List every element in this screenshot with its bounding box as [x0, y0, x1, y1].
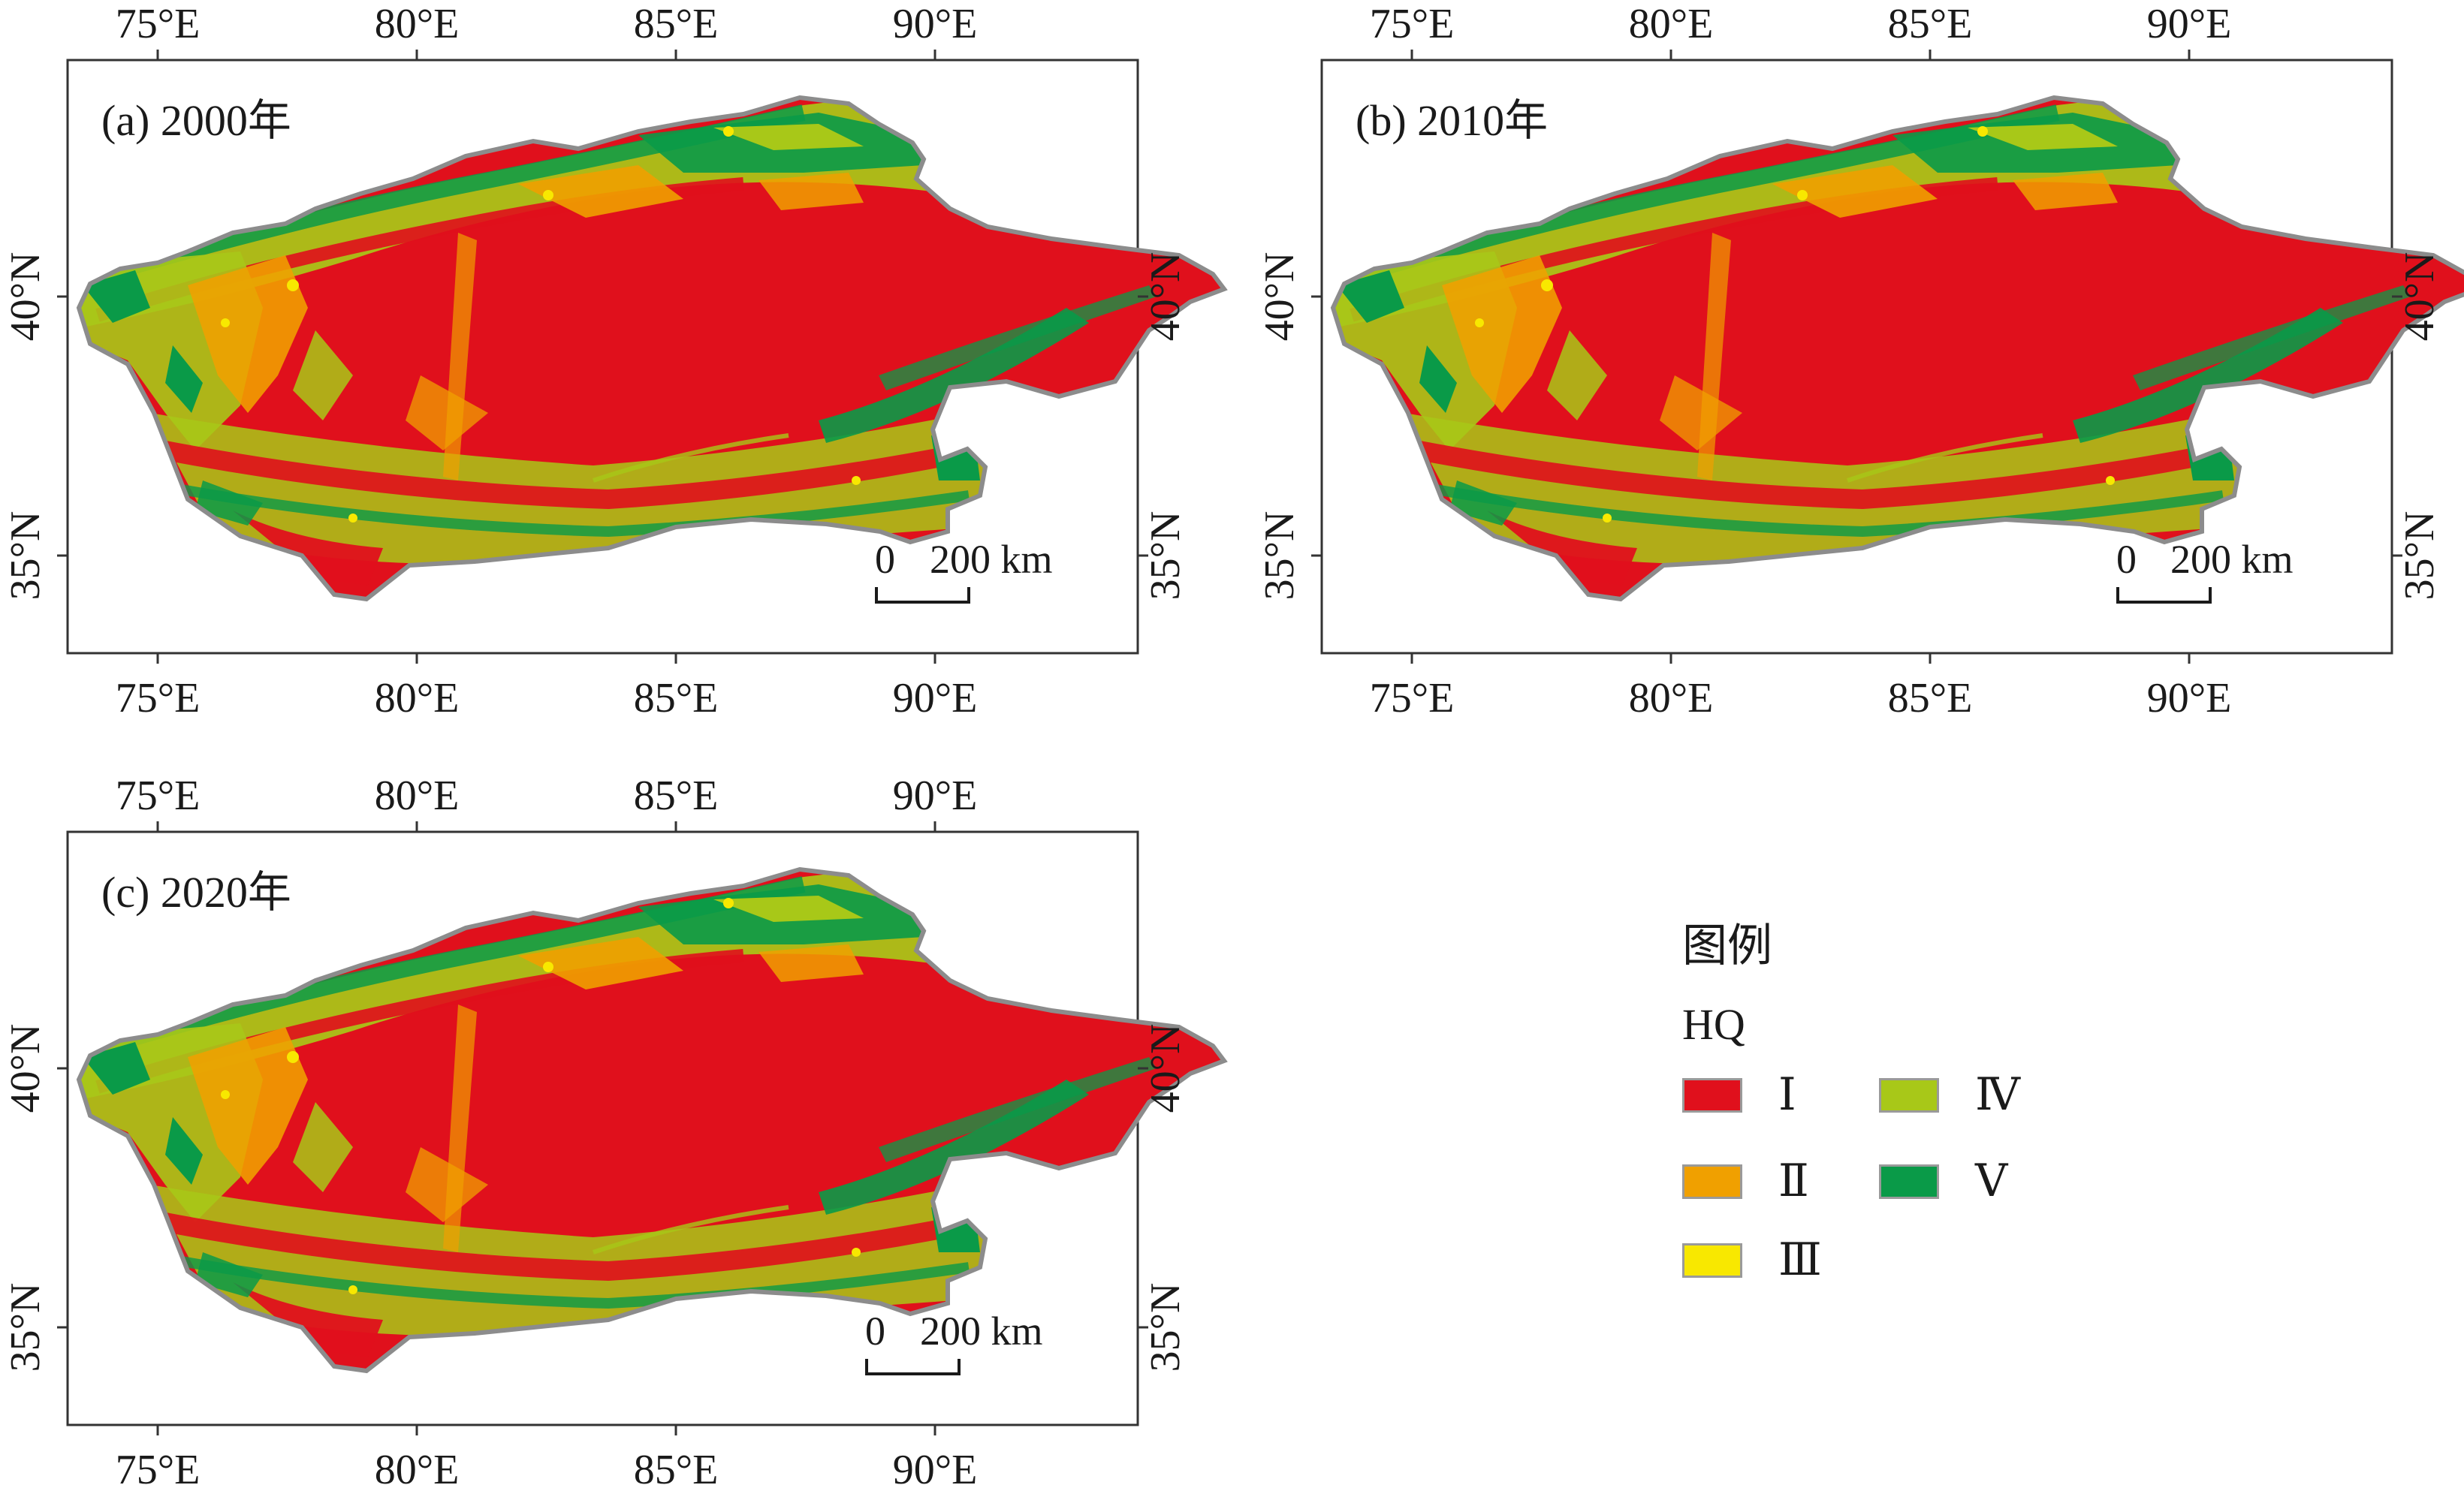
lon-label-bottom: 90°E	[893, 1447, 978, 1493]
lon-label-top: 80°E	[375, 773, 460, 819]
map-panel-c: (c) 2020年 0 200 km 75°E 80°E 85°E 90°E 7…	[2, 773, 1239, 1493]
legend-item-I: Ⅰ	[1682, 1070, 1862, 1119]
legend-swatch	[1682, 1078, 1742, 1113]
lon-label-bottom: 85°E	[1888, 675, 1973, 721]
lon-label-top: 90°E	[893, 1, 978, 47]
legend-subtitle: HQ	[1682, 1000, 1745, 1049]
lat-label-left: 40°N	[1256, 252, 1303, 342]
lon-label-top: 75°E	[116, 1, 201, 47]
lon-label-bottom: 85°E	[634, 675, 719, 721]
lat-label-right: 35°N	[1142, 1283, 1189, 1372]
lat-label-left: 35°N	[2, 1283, 49, 1372]
legend-title: 图例	[1682, 921, 1772, 971]
lat-label-left: 35°N	[1256, 511, 1303, 601]
scale-label: 200 km	[2170, 537, 2294, 582]
lon-ticks	[1311, 50, 2402, 664]
lon-ticks	[57, 821, 1148, 1435]
lon-label-bottom: 75°E	[116, 675, 201, 721]
lon-label-top: 85°E	[634, 1, 719, 47]
lat-label-right: 35°N	[2396, 511, 2443, 601]
lon-label-top: 75°E	[1370, 1, 1455, 47]
lon-label-top: 90°E	[2147, 1, 2232, 47]
lat-label-left: 35°N	[2, 511, 49, 601]
lon-label-bottom: 85°E	[634, 1447, 719, 1493]
lon-label-top: 85°E	[1888, 1, 1973, 47]
lat-label-right: 40°N	[1142, 252, 1189, 342]
lat-label-right: 40°N	[2396, 252, 2443, 342]
scale-zero: 0	[2116, 537, 2137, 582]
lon-label-bottom: 80°E	[1629, 675, 1714, 721]
map-legend: 图例 HQ Ⅰ Ⅱ Ⅲ Ⅳ Ⅴ	[1682, 920, 2208, 1284]
panel-title: (b) 2010年	[1356, 96, 1548, 145]
scale-label: 200 km	[920, 1309, 1043, 1354]
lon-label-bottom: 90°E	[893, 675, 978, 721]
lon-label-bottom: 75°E	[116, 1447, 201, 1493]
scale-bar	[2116, 587, 2212, 604]
panel-title: (c) 2020年	[101, 868, 291, 917]
lat-label-right: 40°N	[1142, 1024, 1189, 1113]
lat-label-right: 35°N	[1142, 511, 1189, 601]
legend-label: Ⅴ	[1975, 1156, 2008, 1206]
legend-label: Ⅱ	[1778, 1156, 1809, 1206]
lat-label-left: 40°N	[2, 1024, 49, 1113]
legend-swatch	[1879, 1078, 1939, 1113]
lon-label-bottom: 90°E	[2147, 675, 2232, 721]
lat-label-left: 40°N	[2, 252, 49, 342]
scale-label: 200 km	[930, 537, 1053, 582]
map-panel-a: (a) 2000年 0 200 km 75°E 80°E 85°E 90°E 7…	[2, 1, 1239, 721]
lon-label-top: 80°E	[1629, 1, 1714, 47]
legend-item-II: Ⅱ	[1682, 1156, 1862, 1206]
scale-zero: 0	[875, 537, 895, 582]
panel-title: (a) 2000年	[101, 96, 291, 145]
legend-swatch	[1682, 1164, 1742, 1199]
legend-label: Ⅳ	[1975, 1070, 2020, 1119]
legend-swatch	[1682, 1243, 1742, 1278]
scale-bar	[875, 587, 970, 604]
lon-label-top: 85°E	[634, 773, 719, 819]
legend-label: Ⅲ	[1778, 1235, 1822, 1285]
lon-ticks	[57, 50, 1148, 664]
scale-bar	[865, 1359, 961, 1375]
map-panel-b: (b) 2010年 0 200 km 75°E 80°E 85°E 90°E 7…	[1256, 1, 2464, 721]
lon-label-bottom: 80°E	[375, 675, 460, 721]
legend-item-V: Ⅴ	[1879, 1156, 2059, 1206]
lon-label-bottom: 75°E	[1370, 675, 1455, 721]
legend-item-III: Ⅲ	[1682, 1235, 1862, 1285]
scale-zero: 0	[865, 1309, 885, 1354]
lon-label-top: 80°E	[375, 1, 460, 47]
legend-swatch	[1879, 1164, 1939, 1199]
lon-label-top: 75°E	[116, 773, 201, 819]
lon-label-bottom: 80°E	[375, 1447, 460, 1493]
lon-label-top: 90°E	[893, 773, 978, 819]
legend-label: Ⅰ	[1778, 1070, 1796, 1119]
legend-item-IV: Ⅳ	[1879, 1070, 2059, 1119]
